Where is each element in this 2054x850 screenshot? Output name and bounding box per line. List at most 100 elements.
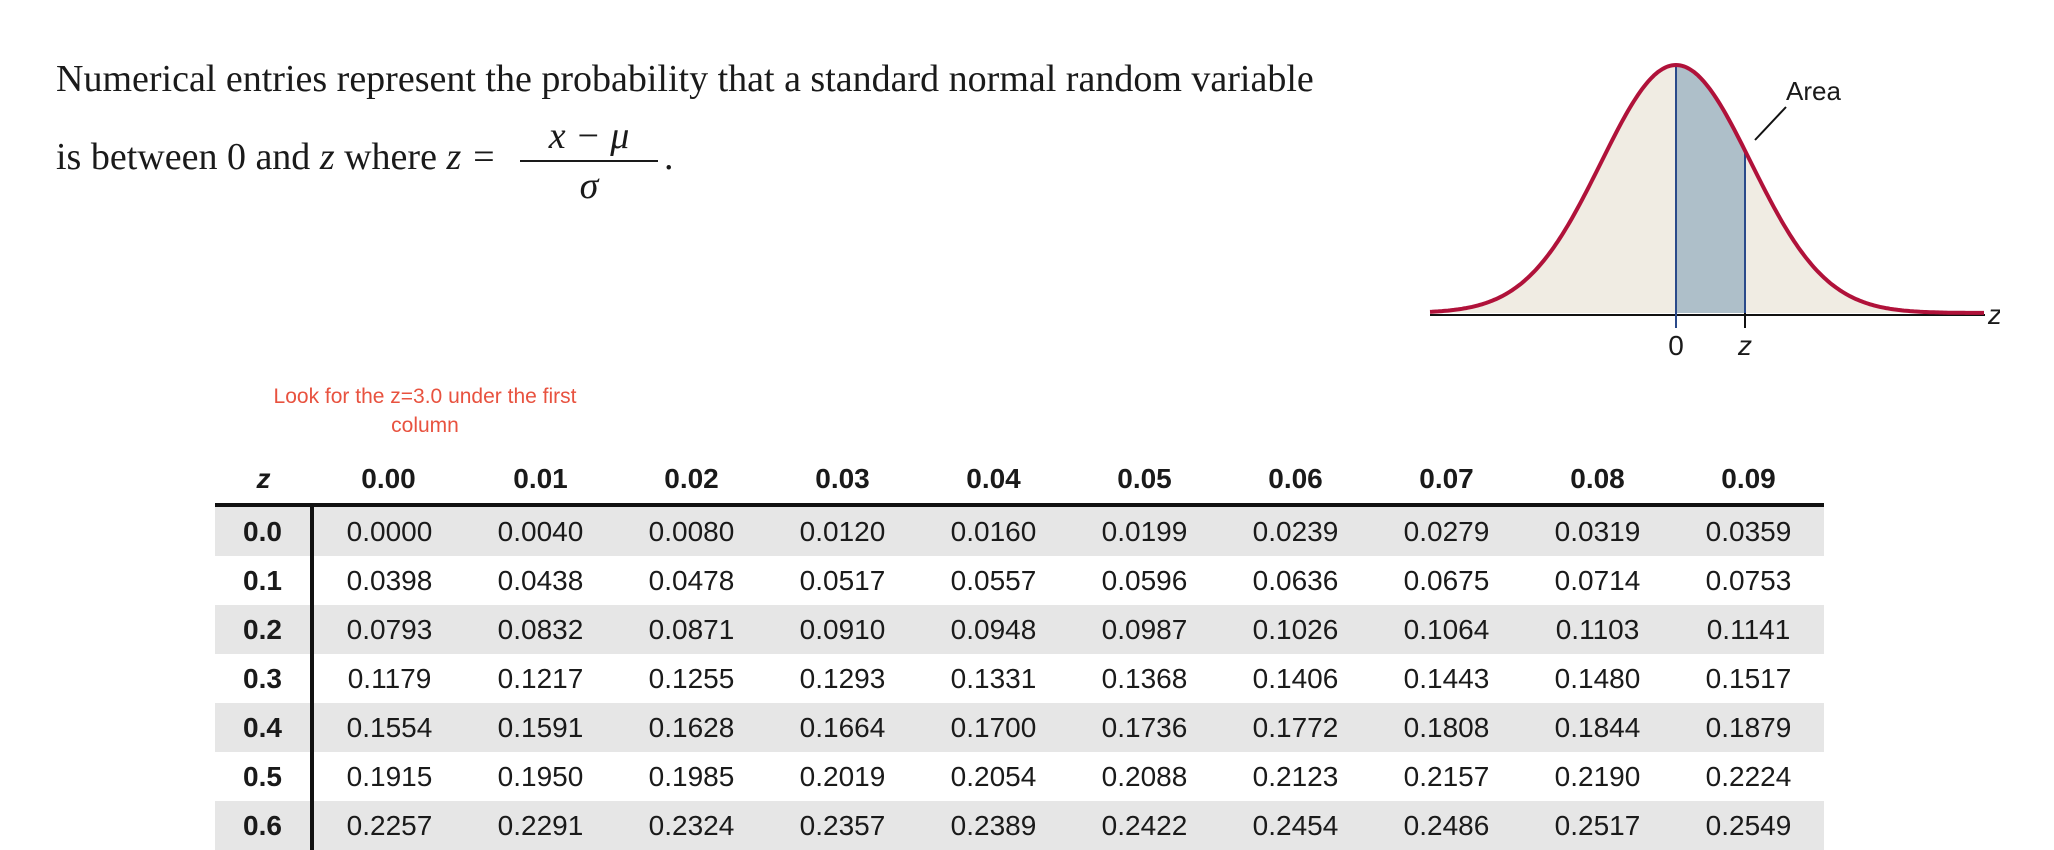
table-cell: 0.1700 [918,703,1069,752]
table-cell: 0.1064 [1371,605,1522,654]
intro-where: where [334,136,447,178]
z-column-header: z [215,455,312,507]
table-cell: 0.1026 [1220,605,1371,654]
table-cell: 0.0753 [1705,564,1792,596]
z-table-header-row: z 0.00 0.01 0.02 0.03 0.04 0.05 0.06 0.0… [215,455,1824,507]
table-cell: 0.2517 [1522,801,1673,850]
table-cell: 0.1628 [616,703,767,752]
table-cell: 0.1808 [1371,703,1522,752]
table-cell: 0.1443 [1403,662,1490,694]
table-cell: 0.2291 [465,801,616,850]
table-cell: 0.0319 [1522,505,1673,556]
table-cell: 0.0596 [1101,564,1188,596]
table-cell: 0.1480 [1554,662,1641,694]
table-cell: 0.2257 [312,801,465,850]
table-cell: 0.0359 [1673,505,1824,556]
table-row: 0.4 0.1554 0.1591 0.1628 0.1664 0.1700 0.1736 0… [215,703,1824,752]
table-cell: 0.1103 [1522,605,1673,654]
table-cell: 0.0832 [465,605,616,654]
table-cell: 0.0636 [1252,564,1339,596]
table-cell: 0.0557 [950,564,1037,596]
table-cell: 0.2486 [1371,801,1522,850]
area-label: Area [1786,76,1841,106]
table-cell: 0.2224 [1705,760,1792,792]
shaded-area [1676,65,1745,313]
z-formula-fraction: x − μ σ [516,116,662,206]
axis-label-z: z [1987,299,2000,330]
table-cell: 0.1879 [1673,703,1824,752]
table-cell: 0.0517 [799,564,886,596]
table-cell: 0.1141 [1673,605,1824,654]
table-cell: 0.0040 [465,505,616,556]
row-z-value: 0.4 [215,703,314,752]
area-pointer-line [1754,106,1787,141]
table-cell: 0.0000 [312,505,465,556]
z-table-body: 0.0 0.0000 0.0040 0.0080 0.0120 0.0160 0.0199 0… [215,505,1824,850]
row-z-value: 0.3 [215,654,314,703]
table-cell: 0.1255 [648,662,735,694]
z-table: z 0.00 0.01 0.02 0.03 0.04 0.05 0.06 0.0… [215,455,1824,850]
table-cell: 0.1736 [1069,703,1220,752]
table-cell: 0.0910 [767,605,918,654]
table-cell: 0.2054 [950,760,1037,792]
table-cell: 0.0948 [918,605,1069,654]
intro-line-1: Numerical entries represent the probabil… [56,58,1314,100]
tick-label-z: z [1737,330,1752,361]
table-cell: 0.1591 [465,703,616,752]
table-cell: 0.0478 [648,564,735,596]
table-cell: 0.2422 [1069,801,1220,850]
table-cell: 0.0438 [497,564,584,596]
table-cell: 0.1517 [1705,662,1792,694]
table-cell: 0.0120 [767,505,918,556]
table-cell: 0.2454 [1220,801,1371,850]
table-row: 0.2 0.0793 0.0832 0.0871 0.0910 0.0948 0.0987 0… [215,605,1824,654]
row-z-value: 0.5 [215,752,314,801]
table-cell: 0.2549 [1673,801,1824,850]
table-cell: 0.1331 [950,662,1037,694]
annotation-note: Look for the z=3.0 under the first colum… [230,382,620,440]
col-header: 0.04 [918,455,1069,507]
row-z-value: 0.1 [215,556,314,605]
table-cell: 0.1985 [648,760,735,792]
table-cell: 0.1554 [312,703,465,752]
intro-prefix: is between 0 and [56,136,320,178]
table-cell: 0.0398 [346,564,433,596]
table-cell: 0.2088 [1101,760,1188,792]
intro-line-2: is between 0 and z where z = [56,138,496,176]
normal-curve-diagram: Area 0 z z [1429,62,2000,361]
table-cell: 0.2389 [918,801,1069,850]
table-cell: 0.0987 [1069,605,1220,654]
table-row: 0.3 0.1179 0.1217 0.1255 0.1293 0.1331 0.1368 0… [215,654,1824,703]
fraction-bar [520,160,658,162]
col-header: 0.07 [1371,455,1522,507]
fraction-denominator: σ [579,165,599,207]
table-cell: 0.2324 [616,801,767,850]
table-cell: 0.0675 [1403,564,1490,596]
note-line-1: Look for the z=3.0 under the first [273,385,577,408]
table-cell: 0.2190 [1554,760,1641,792]
row-z-value: 0.2 [215,605,314,654]
col-header: 0.03 [767,455,918,507]
row-z-value: 0.0 [215,505,314,556]
table-cell: 0.2019 [799,760,886,792]
table-cell: 0.1915 [346,760,433,792]
table-cell: 0.0199 [1069,505,1220,556]
table-row: 0.0 0.0000 0.0040 0.0080 0.0120 0.0160 0.0199 0… [215,505,1824,556]
formula-period: . [664,136,674,178]
table-cell: 0.1217 [497,662,584,694]
table-cell: 0.0080 [616,505,767,556]
normal-curve-line [1429,62,1984,315]
col-header: 0.01 [465,455,616,507]
table-cell: 0.1406 [1252,662,1339,694]
table-cell: 0.1772 [1220,703,1371,752]
intro-equation-lhs: z = [446,136,497,178]
table-cell: 0.1664 [767,703,918,752]
table-cell: 0.1950 [497,760,584,792]
note-line-2: column [391,414,459,437]
col-header: 0.02 [616,455,767,507]
table-cell: 0.0793 [312,605,465,654]
fraction-numerator: x − μ [548,115,630,157]
row-z-value: 0.6 [215,801,314,850]
table-cell: 0.0871 [616,605,767,654]
col-header: 0.05 [1069,455,1220,507]
